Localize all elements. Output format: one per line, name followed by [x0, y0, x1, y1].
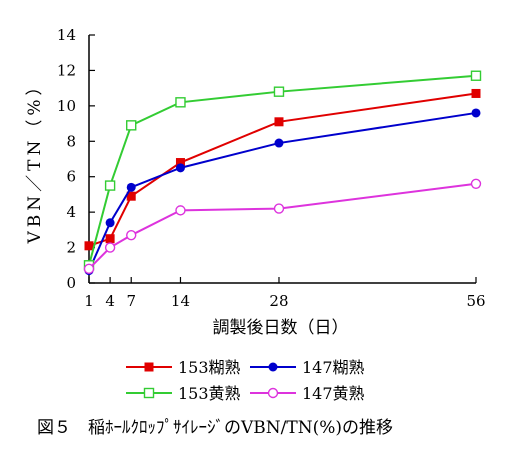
y-tick-label: 14 — [57, 26, 76, 44]
series-line — [88, 182, 477, 270]
data-point-marker — [105, 234, 115, 244]
data-point-marker — [470, 70, 482, 81]
y-tick-label: 4 — [66, 203, 76, 221]
figure-caption: 図５ 稲ﾎｰﾙｸﾛｯﾌﾟｻｲﾚｰｼﾞのVBN/TN(%)の推移 — [37, 418, 393, 438]
legend: 153糊熟 147糊熟 153黄熟 147黄熟 — [126, 358, 365, 403]
data-point-marker — [126, 120, 137, 131]
data-point-marker — [105, 218, 115, 228]
x-tick-label: 4 — [105, 292, 115, 310]
y-axis-ticks: 0 2 4 6 8 10 12 14 — [57, 26, 95, 292]
series-line — [88, 74, 477, 266]
legend-label: 147糊熟 — [302, 358, 365, 377]
legend-item: 153黄熟 — [126, 384, 241, 403]
x-tick-label: 14 — [171, 292, 190, 310]
data-point-marker — [104, 180, 116, 191]
data-point-marker — [84, 241, 94, 251]
series-4 — [83, 178, 482, 275]
data-point-marker — [126, 191, 136, 201]
y-tick-label: 8 — [66, 132, 76, 150]
x-tick-label: 1 — [84, 292, 94, 310]
series-2 — [84, 108, 481, 276]
y-tick-label: 6 — [66, 168, 76, 186]
y-tick-label: 10 — [57, 97, 76, 115]
y-axis-title: VBN／TN（%） — [25, 74, 45, 244]
series-line — [88, 92, 477, 247]
data-point-marker — [471, 88, 481, 98]
legend-swatch-marker — [143, 387, 155, 399]
data-point-marker — [273, 203, 285, 214]
x-tick-label: 28 — [269, 292, 288, 310]
legend-item: 153糊熟 — [126, 358, 241, 377]
legend-label: 153糊熟 — [178, 358, 241, 377]
data-point-marker — [274, 117, 284, 127]
x-axis-ticks: 1 4 7 14 28 56 — [84, 277, 486, 310]
y-tick-label: 0 — [66, 274, 76, 292]
legend-swatch-marker — [144, 362, 154, 372]
legend-item: 147黄熟 — [250, 384, 365, 403]
legend-label: 153黄熟 — [178, 384, 241, 403]
data-point-marker — [83, 263, 95, 275]
y-tick-label: 2 — [66, 239, 76, 257]
x-axis-title: 調製後日数（日） — [213, 318, 349, 338]
data-point-marker — [175, 97, 186, 108]
x-tick-label: 7 — [126, 292, 136, 310]
plot-area — [83, 70, 482, 276]
data-point-marker — [175, 163, 185, 173]
data-point-marker — [471, 108, 481, 118]
data-point-marker — [175, 158, 185, 168]
legend-swatch-marker — [268, 362, 278, 372]
legend-label: 147黄熟 — [302, 384, 365, 403]
data-point-marker — [273, 86, 285, 97]
data-point-marker — [104, 242, 116, 253]
y-tick-label: 12 — [57, 61, 76, 79]
legend-swatch-marker — [267, 387, 279, 399]
x-tick-label: 56 — [466, 292, 485, 310]
data-point-marker — [470, 178, 482, 190]
data-point-marker — [126, 229, 137, 241]
series-1 — [84, 88, 481, 251]
data-point-marker — [274, 138, 284, 148]
series-line — [88, 111, 477, 272]
legend-item: 147糊熟 — [250, 358, 365, 377]
data-point-marker — [126, 182, 136, 192]
data-point-marker — [175, 205, 186, 216]
